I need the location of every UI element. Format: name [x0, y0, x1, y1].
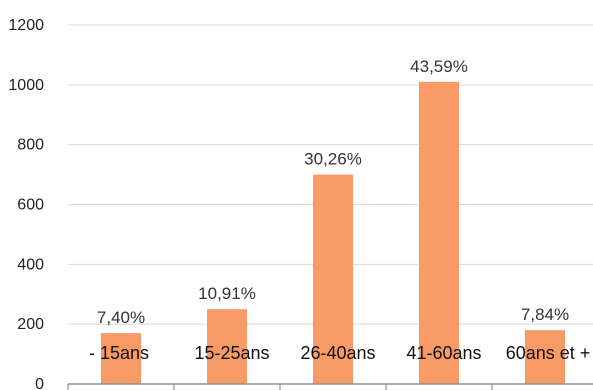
category-label-3: 26-40ans [300, 343, 375, 363]
bar-3 [313, 174, 353, 384]
y-tick-label-0: 0 [35, 376, 44, 390]
axis-layer [67, 383, 593, 390]
bar-5 [525, 330, 565, 384]
y-tick-label-200: 200 [17, 316, 44, 333]
label-layer: 0 200 400 600 800 1000 1200 7,40% 10,91% 30,26% 43… [8, 17, 590, 390]
y-tick-label-1200: 1200 [8, 17, 44, 34]
category-label-4: 41-60ans [406, 343, 481, 363]
y-tick-label-600: 600 [17, 197, 44, 214]
y-tick-label-1000: 1000 [8, 77, 44, 94]
data-label-1: 7,40% [97, 308, 145, 327]
category-label-2: 15-25ans [194, 343, 269, 363]
data-label-4: 43,59% [410, 57, 468, 76]
bar-4 [419, 81, 459, 384]
bar-2 [207, 309, 247, 384]
bar-layer [101, 81, 565, 384]
data-label-5: 7,84% [521, 305, 569, 324]
data-label-3: 30,26% [304, 150, 362, 169]
data-label-2: 10,91% [198, 284, 256, 303]
bar-1 [101, 333, 141, 384]
y-tick-label-400: 400 [17, 256, 44, 273]
category-label-5: 60ans et + [506, 343, 591, 363]
y-tick-label-800: 800 [17, 137, 44, 154]
category-label-1: - 15ans [89, 343, 149, 363]
